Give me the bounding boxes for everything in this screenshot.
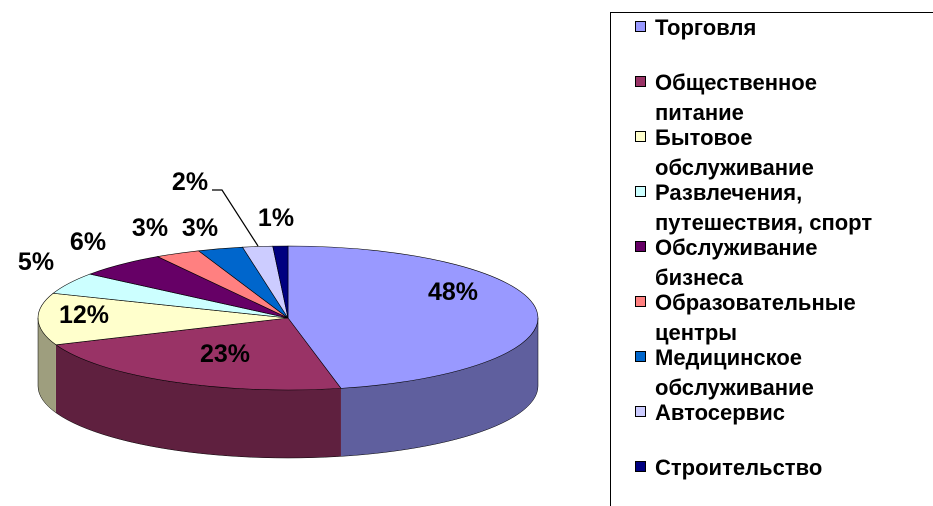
value-label-9: 1% xyxy=(258,204,294,232)
chart-legend: Торговля Общественное питание Бытовое обсл… xyxy=(610,12,933,506)
pie-side-1 xyxy=(340,318,538,457)
legend-swatch-2 xyxy=(635,76,646,87)
legend-label-6: Образовательные центры xyxy=(655,290,856,345)
pie-chart-area: 48% 23% 12% 5% 6% 3% 3% 2% 1% xyxy=(18,168,539,459)
legend-label-9: Строительство xyxy=(655,455,823,480)
legend-label-3: Бытовое обслуживание xyxy=(655,125,814,180)
pie-chart: 48%23%12%5%6% 3% 3%2%1% xyxy=(18,168,539,459)
pie-outline xyxy=(37,318,539,459)
leader-line xyxy=(212,189,259,247)
value-label-2: 23% xyxy=(200,340,250,368)
value-label-1: 48% xyxy=(428,278,478,306)
value-label-7: 3% xyxy=(182,214,218,242)
value-labels: 48%23%12%5%6% 3% 3%2%1% xyxy=(18,168,478,368)
value-label-4: 5% xyxy=(18,248,54,276)
pie-side-walls xyxy=(38,318,538,458)
value-label-8: 2% xyxy=(172,168,208,196)
legend-swatch-3 xyxy=(635,131,646,142)
value-label-5: 6% xyxy=(70,228,106,256)
legend-label-8: Автосервис xyxy=(655,400,785,425)
legend-label-1: Торговля xyxy=(655,15,757,40)
value-label-6: 3% xyxy=(132,214,168,242)
pie-top-faces xyxy=(37,245,539,391)
legend-swatch-1 xyxy=(635,21,646,32)
legend-swatch-8 xyxy=(635,406,646,417)
pie-side-2 xyxy=(55,344,341,458)
legend-swatch-6 xyxy=(635,296,646,307)
pie-slice-9 xyxy=(272,245,289,319)
legend-label-7: Медицинское обслуживание xyxy=(655,345,814,400)
legend-swatch-5 xyxy=(635,241,646,252)
legend-swatch-9 xyxy=(635,461,646,472)
legend-swatch-4 xyxy=(635,186,646,197)
legend-label-5: Обслуживание бизнеса xyxy=(655,235,818,290)
value-label-3: 12% xyxy=(59,301,109,329)
legend-label-4: Развлечения, путешествия, спорт xyxy=(655,180,873,235)
legend-swatch-7 xyxy=(635,351,646,362)
legend-label-2: Общественное питание xyxy=(655,70,817,125)
pie-slice-2 xyxy=(55,317,342,391)
pie-slice-1 xyxy=(287,245,539,389)
